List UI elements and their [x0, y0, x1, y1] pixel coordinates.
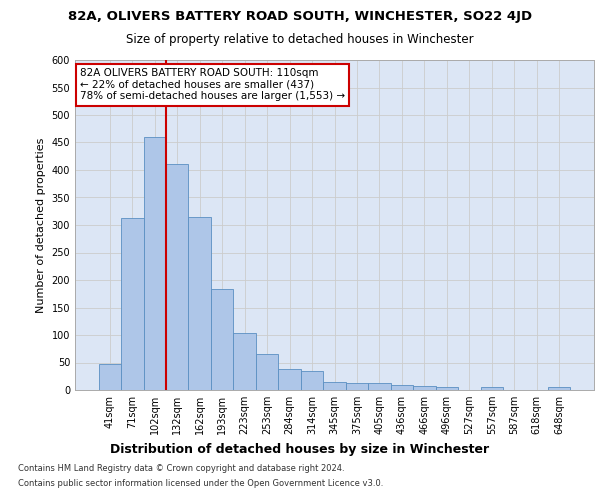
Bar [368, 384, 391, 390]
Bar [481, 387, 503, 390]
Bar [121, 218, 143, 390]
Bar [188, 217, 211, 390]
Text: Size of property relative to detached houses in Winchester: Size of property relative to detached ho… [126, 32, 474, 46]
Bar [233, 334, 256, 390]
Text: Distribution of detached houses by size in Winchester: Distribution of detached houses by size … [110, 442, 490, 456]
Bar [98, 364, 121, 390]
Bar [143, 137, 166, 390]
Bar [548, 387, 571, 390]
Bar [391, 384, 413, 390]
Bar [413, 386, 436, 390]
Y-axis label: Number of detached properties: Number of detached properties [36, 138, 46, 312]
Bar [166, 164, 188, 390]
Bar [256, 354, 278, 390]
Bar [278, 369, 301, 390]
Text: 82A, OLIVERS BATTERY ROAD SOUTH, WINCHESTER, SO22 4JD: 82A, OLIVERS BATTERY ROAD SOUTH, WINCHES… [68, 10, 532, 23]
Text: Contains HM Land Registry data © Crown copyright and database right 2024.: Contains HM Land Registry data © Crown c… [18, 464, 344, 473]
Bar [323, 382, 346, 390]
Bar [301, 371, 323, 390]
Text: Contains public sector information licensed under the Open Government Licence v3: Contains public sector information licen… [18, 479, 383, 488]
Text: 82A OLIVERS BATTERY ROAD SOUTH: 110sqm
← 22% of detached houses are smaller (437: 82A OLIVERS BATTERY ROAD SOUTH: 110sqm ←… [80, 68, 346, 102]
Bar [436, 387, 458, 390]
Bar [211, 289, 233, 390]
Bar [346, 384, 368, 390]
